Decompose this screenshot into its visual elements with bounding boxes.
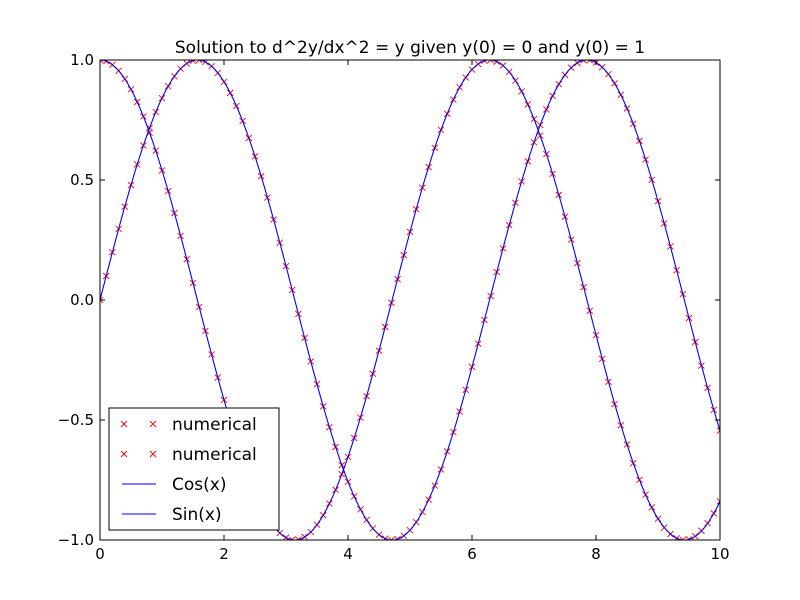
x-tick-label: 4 — [343, 545, 353, 563]
legend-box — [108, 407, 280, 531]
series-line-sin — [100, 60, 720, 540]
axis-ticks: 0 2 4 6 8 10 −1.0 −0.5 0.0 0.5 1.0 — [58, 51, 730, 563]
y-tick-label: −1.0 — [58, 531, 94, 549]
y-tick-label: −0.5 — [58, 411, 94, 429]
data-point — [100, 60, 104, 64]
x-tick-label: 8 — [591, 545, 601, 563]
legend-marker-icon — [149, 420, 157, 428]
legend-label: numerical — [172, 445, 257, 465]
legend-marker-icon — [149, 450, 157, 458]
legend-marker-icon — [120, 450, 128, 458]
data-point — [388, 536, 395, 540]
legend-label: Cos(x) — [172, 475, 226, 495]
y-tick-label: 0.0 — [70, 291, 94, 309]
legend-label: Sin(x) — [172, 505, 222, 525]
data-point — [100, 296, 104, 304]
y-tick-label: 0.5 — [70, 171, 94, 189]
x-tick-label: 0 — [95, 545, 105, 563]
x-tick-label: 6 — [467, 545, 477, 563]
y-tick-label: 1.0 — [70, 51, 94, 69]
data-point — [487, 60, 494, 64]
chart-title: Solution to d^2y/dx^2 = y given y(0) = 0… — [175, 38, 645, 58]
plot-area — [100, 60, 720, 540]
x-tick-label: 10 — [710, 545, 729, 563]
legend-marker-icon — [120, 420, 128, 428]
data-point — [716, 498, 720, 505]
x-tick-label: 2 — [219, 545, 229, 563]
legend-label: numerical — [172, 415, 257, 435]
data-point — [716, 427, 720, 434]
data-point — [195, 60, 203, 64]
series-line-cos — [100, 60, 720, 540]
legend: numerical numerical Cos(x) Sin(x) — [108, 407, 280, 531]
